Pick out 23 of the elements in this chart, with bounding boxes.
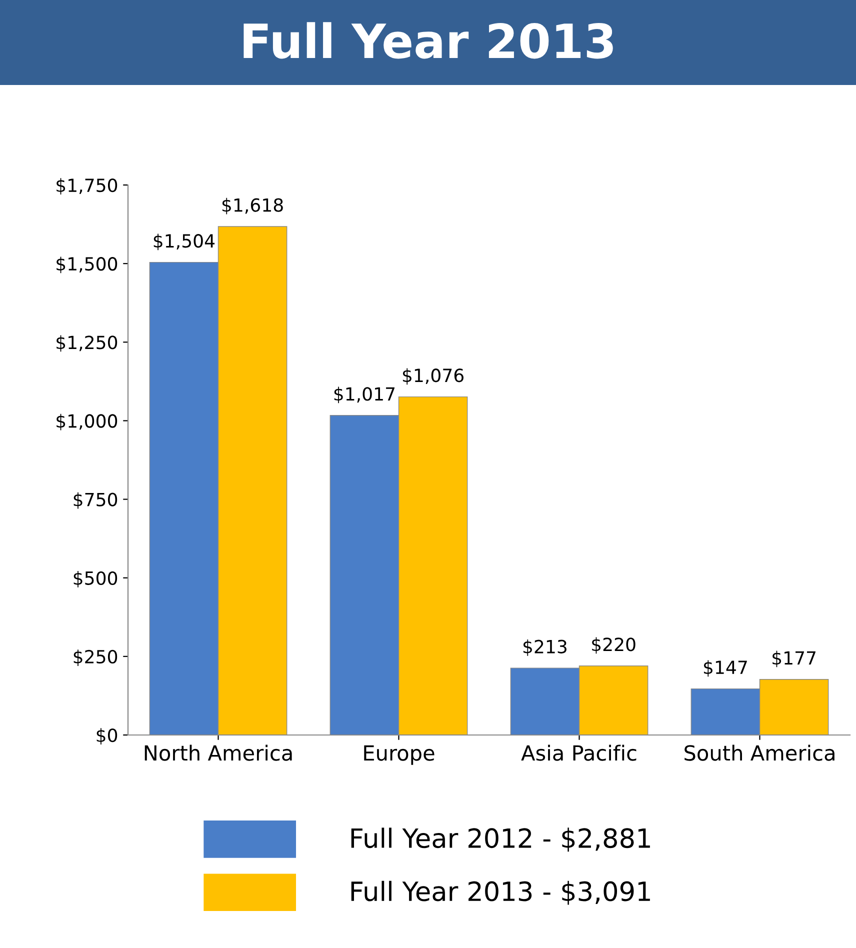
chart-title: Full Year 2013	[244, 22, 613, 59]
legend-label: Full Year 2013 - $3,091	[351, 880, 650, 905]
y-tick-label: $1,250	[56, 335, 118, 352]
data-label: $147	[704, 660, 747, 677]
data-label: $177	[772, 650, 816, 668]
data-label: $213	[523, 639, 566, 656]
y-tick-label: $750	[74, 492, 118, 509]
data-label: $220	[592, 637, 636, 654]
y-tick-label: $1,000	[56, 414, 118, 430]
y-tick-label: $1,500	[56, 256, 118, 274]
y-tick-label: $1,750	[56, 178, 118, 195]
y-tick-label: $0	[96, 728, 118, 745]
x-tick-label: Asia Pacific	[521, 744, 636, 761]
data-label: $1,504	[154, 234, 215, 250]
x-tick-label: Europe	[364, 745, 434, 765]
x-tick-label: North America	[144, 744, 292, 761]
data-label: $1,017	[334, 386, 394, 404]
data-label: $1,618	[222, 198, 283, 214]
data-label: $1,076	[402, 368, 464, 385]
legend-label: Full Year 2012 - $2,881	[351, 828, 650, 852]
x-tick-label: South America	[684, 744, 834, 761]
y-tick-label: $250	[74, 650, 118, 666]
y-tick-label: $500	[74, 570, 118, 588]
